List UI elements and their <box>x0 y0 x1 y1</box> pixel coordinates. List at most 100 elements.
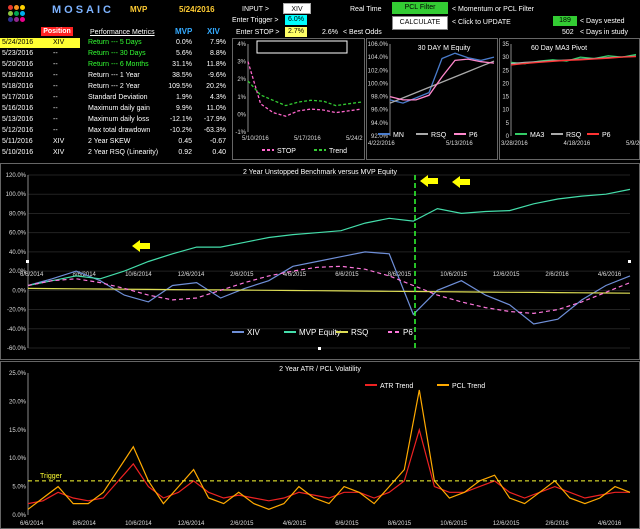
volatility-chart: 25.0% 20.0% 15.0% 10.0% 5.0% 0.0% 6/6/2014 8/6/… <box>0 361 640 529</box>
trigger-input[interactable]: 6.0% <box>285 15 307 25</box>
y-tick-label: 3% <box>237 60 246 66</box>
x-tick-label: 2/6/2016 <box>545 272 569 278</box>
y-tick-label: 40.0% <box>9 250 27 256</box>
legend-label: MA3 <box>530 132 545 139</box>
x-tick-label: 4/22/2016 <box>368 141 395 147</box>
x-tick-label: 6/6/2015 <box>335 521 359 527</box>
legend-label: Trend <box>329 148 347 155</box>
y-tick-label: 80.0% <box>9 211 27 217</box>
series-line <box>389 60 495 104</box>
brand-title: MOSAIC <box>52 4 114 16</box>
legend-label: P6 <box>403 328 413 337</box>
arrow-icon <box>420 175 438 187</box>
y-tick-label: 30 <box>502 55 509 61</box>
series-line <box>247 80 362 107</box>
table-row: 5/18/2016 -- Return --- 2 Year 109.5% 20.2% <box>0 82 232 92</box>
x-tick-label: 4/6/2015 <box>283 521 307 527</box>
xiv-header: XIV <box>207 27 220 36</box>
row-date: 5/13/2016 <box>2 116 34 123</box>
row-xiv-value: -63.3% <box>203 127 226 134</box>
row-xiv-value: 0.40 <box>212 149 226 156</box>
legend-label: STOP <box>277 148 296 155</box>
row-position: -- <box>53 94 58 101</box>
days-study-label: < Days in study <box>580 29 629 36</box>
logo-tile <box>14 17 19 22</box>
series-line <box>27 265 631 315</box>
table-row: 5/19/2016 -- Return --- 1 Year 38.5% -9.6% <box>0 71 232 81</box>
legend-label: RSQ <box>431 132 447 139</box>
y-tick-label: 25 <box>502 68 509 74</box>
position-header: Position <box>41 27 73 36</box>
x-tick-label: 8/6/2015 <box>388 272 412 278</box>
y-tick-label: -20.0% <box>7 308 27 314</box>
row-mvp-value: 9.9% <box>176 105 192 112</box>
x-tick-label: 3/28/2016 <box>501 141 528 147</box>
x-tick-label: 4/6/2016 <box>598 521 622 527</box>
logo-tile <box>8 17 13 22</box>
y-tick-label: 20.0% <box>9 269 27 275</box>
x-tick-label: 5/24/2 <box>346 136 363 142</box>
row-date: 5/23/2016 <box>2 50 34 57</box>
header-date: 5/24/2016 <box>179 5 215 14</box>
arrow-icon <box>132 240 150 252</box>
x-tick-label: 5/9/2016 <box>626 141 640 147</box>
row-metric: Max total drawdown <box>88 127 151 134</box>
x-tick-label: 8/6/2015 <box>388 521 412 527</box>
table-row: 5/23/2016 -- Return --- 30 Days 5.6% 8.8% <box>0 49 232 59</box>
row-date: 5/11/2016 <box>2 138 33 145</box>
chart-frame <box>499 38 640 160</box>
row-date: 5/16/2016 <box>2 105 34 112</box>
logo-tile <box>8 5 13 10</box>
chart-title: 2 Year Unstopped Benchmark versus MVP Eq… <box>243 169 397 176</box>
logo-tile <box>8 11 13 16</box>
series-line <box>27 389 631 510</box>
legend-label: P6 <box>469 132 478 139</box>
y-tick-label: 96.0% <box>371 108 389 114</box>
filter-select[interactable]: PCL Filter <box>392 2 448 14</box>
days-vested-value: 189 <box>553 16 577 26</box>
legend-label: MVP Equity <box>299 328 341 337</box>
x-tick-label: 10/6/2015 <box>440 521 467 527</box>
y-tick-label: 92.0% <box>371 134 389 140</box>
x-tick-label: 12/6/2014 <box>178 521 205 527</box>
row-metric: Return --- 30 Days <box>88 50 146 57</box>
logo-tile <box>14 5 19 10</box>
x-tick-label: 6/6/2014 <box>20 521 44 527</box>
x-tick-label: 5/17/2016 <box>294 136 321 142</box>
row-mvp-value: 0.45 <box>178 138 192 145</box>
table-row: 5/20/2016 -- Return --- 6 Months 31.1% 11.8% <box>0 60 232 70</box>
y-tick-label: 0 <box>506 134 510 140</box>
legend-label: XIV <box>247 328 261 337</box>
row-metric: Return --- 5 Days <box>88 39 142 46</box>
legend-label: RSQ <box>351 328 368 337</box>
y-tick-label: 35 <box>502 42 509 48</box>
legend-label: P6 <box>602 132 611 139</box>
row-metric: 2 Year SKEW <box>88 138 131 145</box>
chart-frame <box>0 361 640 529</box>
table-row: 5/17/2016 -- Standard Deviation 1.9% 4.3% <box>0 93 232 103</box>
performance-table: Position Performance Metrics MVP XIV 5/2… <box>0 25 232 160</box>
y-tick-label: 10 <box>502 108 509 114</box>
y-tick-label: 1% <box>237 95 246 101</box>
input-field[interactable]: XIV <box>283 3 311 14</box>
row-position: XIV <box>53 149 65 156</box>
benchmark-equity-chart: 120.0% 100.0% 80.0% 60.0% 40.0% 20.0% 0.0% -20.… <box>0 163 640 360</box>
row-metric: Return --- 2 Year <box>88 83 140 90</box>
resize-handle-icon <box>318 347 321 350</box>
x-tick-label: 12/6/2015 <box>493 521 520 527</box>
series-line <box>27 427 630 505</box>
calculate-button[interactable]: CALCULATE <box>392 16 448 30</box>
legend-label: MN <box>393 132 404 139</box>
chart-title: 2 Year ATR / PCL Volatility <box>279 366 361 373</box>
logo-tile <box>14 11 19 16</box>
x-tick-label: 5/10/2016 <box>242 136 269 142</box>
y-tick-label: 25.0% <box>9 371 27 377</box>
row-mvp-value: 1.9% <box>176 94 192 101</box>
y-tick-label: 60.0% <box>9 231 27 237</box>
legend-label: RSQ <box>566 132 582 139</box>
y-tick-label: 20.0% <box>9 399 27 405</box>
logo-tile <box>20 5 25 10</box>
stop-input[interactable]: 2.7% <box>285 27 307 37</box>
row-position: -- <box>53 116 58 123</box>
row-date: 5/19/2016 <box>2 72 34 79</box>
